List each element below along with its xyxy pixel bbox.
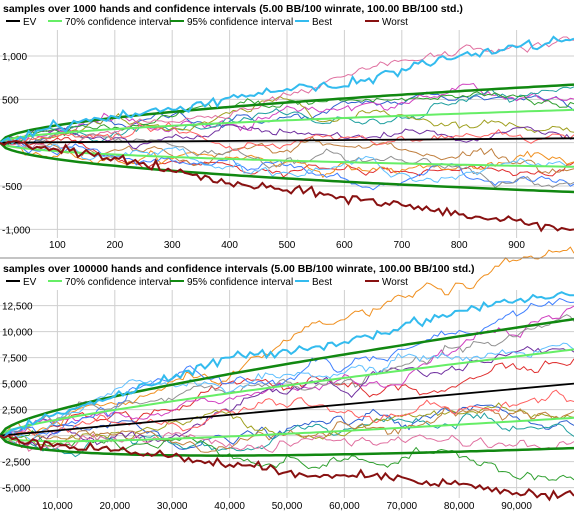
- panel2-legend-label-2: 95% confidence interval: [187, 277, 293, 288]
- panel2-y-tick-label-7: -5,000: [2, 484, 31, 495]
- panel1-sample-series-13: [0, 139, 574, 183]
- panel2-x-tick-label-7: 80,000: [444, 501, 475, 512]
- panel2-x-tick-label-4: 50,000: [272, 501, 303, 512]
- panel2-ci70-upper: [0, 348, 574, 437]
- panel1-legend-label-3: Best: [312, 17, 332, 28]
- panel2-ci95-lower: [0, 434, 574, 457]
- panel2-sample-series-13: [0, 342, 574, 442]
- panel1-ci95-upper: [0, 83, 574, 144]
- panel1-legend-label-2: 95% confidence interval: [187, 17, 293, 28]
- panel2-sample-series-9: [0, 431, 574, 453]
- panel1-sample-series-4: [0, 86, 574, 144]
- panel1-sample-series-11: [0, 131, 574, 189]
- panel1-title: samples over 1000 hands and confidence i…: [3, 3, 463, 15]
- panel1-x-tick-label-3: 400: [221, 240, 238, 251]
- panel2-y-tick-label-1: 10,000: [2, 328, 33, 339]
- panel2-x-tick-label-1: 20,000: [100, 501, 131, 512]
- panel2-best-line: [0, 291, 574, 439]
- panel1-legend-label-0: EV: [23, 17, 37, 28]
- panel2-x-tick-label-0: 10,000: [42, 501, 73, 512]
- panel1-sample-series-12: [0, 121, 574, 151]
- panel1-x-tick-label-4: 500: [279, 240, 296, 251]
- panel2-y-tick-label-0: 12,500: [2, 302, 33, 313]
- panel2-y-tick-label-3: 5,000: [2, 380, 27, 391]
- panel1-ci70-upper: [0, 108, 574, 144]
- panel1-ci95-lower: [0, 141, 574, 194]
- panel2-legend-label-0: EV: [23, 277, 37, 288]
- panel2-ci95-upper: [0, 317, 574, 437]
- panel2-legend-label-1: 70% confidence interval: [65, 277, 171, 288]
- panel2-x-tick-label-6: 70,000: [387, 501, 418, 512]
- panel1-best-line: [0, 35, 574, 145]
- panel1-sample-series-6: [0, 124, 574, 150]
- panel1-worst-line: [0, 139, 574, 233]
- panel1-x-tick-label-0: 100: [49, 240, 66, 251]
- panel2-y-tick-label-6: -2,500: [2, 458, 31, 469]
- panel1-sample-series-5: [0, 95, 574, 145]
- panel2-x-tick-label-8: 90,000: [501, 501, 532, 512]
- panel2-sample-series-11: [0, 314, 574, 436]
- panel2-x-tick-label-3: 40,000: [214, 501, 245, 512]
- panel2-legend-label-4: Worst: [382, 277, 408, 288]
- panel1-y-tick-label-1: 500: [2, 95, 19, 106]
- panel2-sample-series-3: [0, 246, 574, 437]
- panel1-x-tick-label-8: 900: [508, 240, 525, 251]
- panel1-sample-series-10: [0, 142, 574, 191]
- panel1-x-tick-label-2: 300: [164, 240, 181, 251]
- panel2-legend-label-3: Best: [312, 277, 332, 288]
- panel2-title: samples over 100000 hands and confidence…: [3, 263, 475, 275]
- panel1-ci70-lower: [0, 141, 574, 168]
- panel1-x-tick-label-6: 700: [393, 240, 410, 251]
- panel1-legend-label-4: Worst: [382, 17, 408, 28]
- panel2-x-tick-label-5: 60,000: [329, 501, 360, 512]
- panel1-ev-line: [0, 137, 574, 144]
- panel1-y-tick-label-3: -500: [2, 182, 22, 193]
- panel2-y-tick-label-4: 2,500: [2, 406, 27, 417]
- panel1-y-tick-label-0: 1,000: [2, 52, 27, 63]
- panel2-worst-line: [0, 434, 574, 502]
- panel2-y-tick-label-2: 7,500: [2, 354, 27, 365]
- panel1-x-tick-label-7: 800: [451, 240, 468, 251]
- panel2-ci70-lower: [0, 416, 574, 443]
- panel1-y-tick-label-4: -1,000: [2, 225, 31, 236]
- panel2-ev-line: [0, 382, 574, 437]
- panel2-sample-series-12: [0, 389, 574, 438]
- panel1-legend-label-1: 70% confidence interval: [65, 17, 171, 28]
- panel2-x-tick-label-2: 30,000: [157, 501, 188, 512]
- panel1-x-tick-label-5: 600: [336, 240, 353, 251]
- panel1-x-tick-label-1: 200: [106, 240, 123, 251]
